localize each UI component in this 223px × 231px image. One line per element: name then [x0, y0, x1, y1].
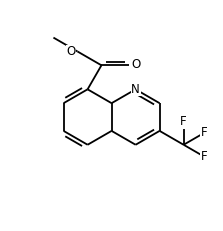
Text: N: N — [131, 83, 140, 96]
Text: F: F — [180, 115, 187, 128]
Text: O: O — [67, 45, 76, 58]
Text: F: F — [201, 150, 207, 163]
Text: O: O — [132, 58, 141, 71]
Text: F: F — [201, 127, 207, 140]
